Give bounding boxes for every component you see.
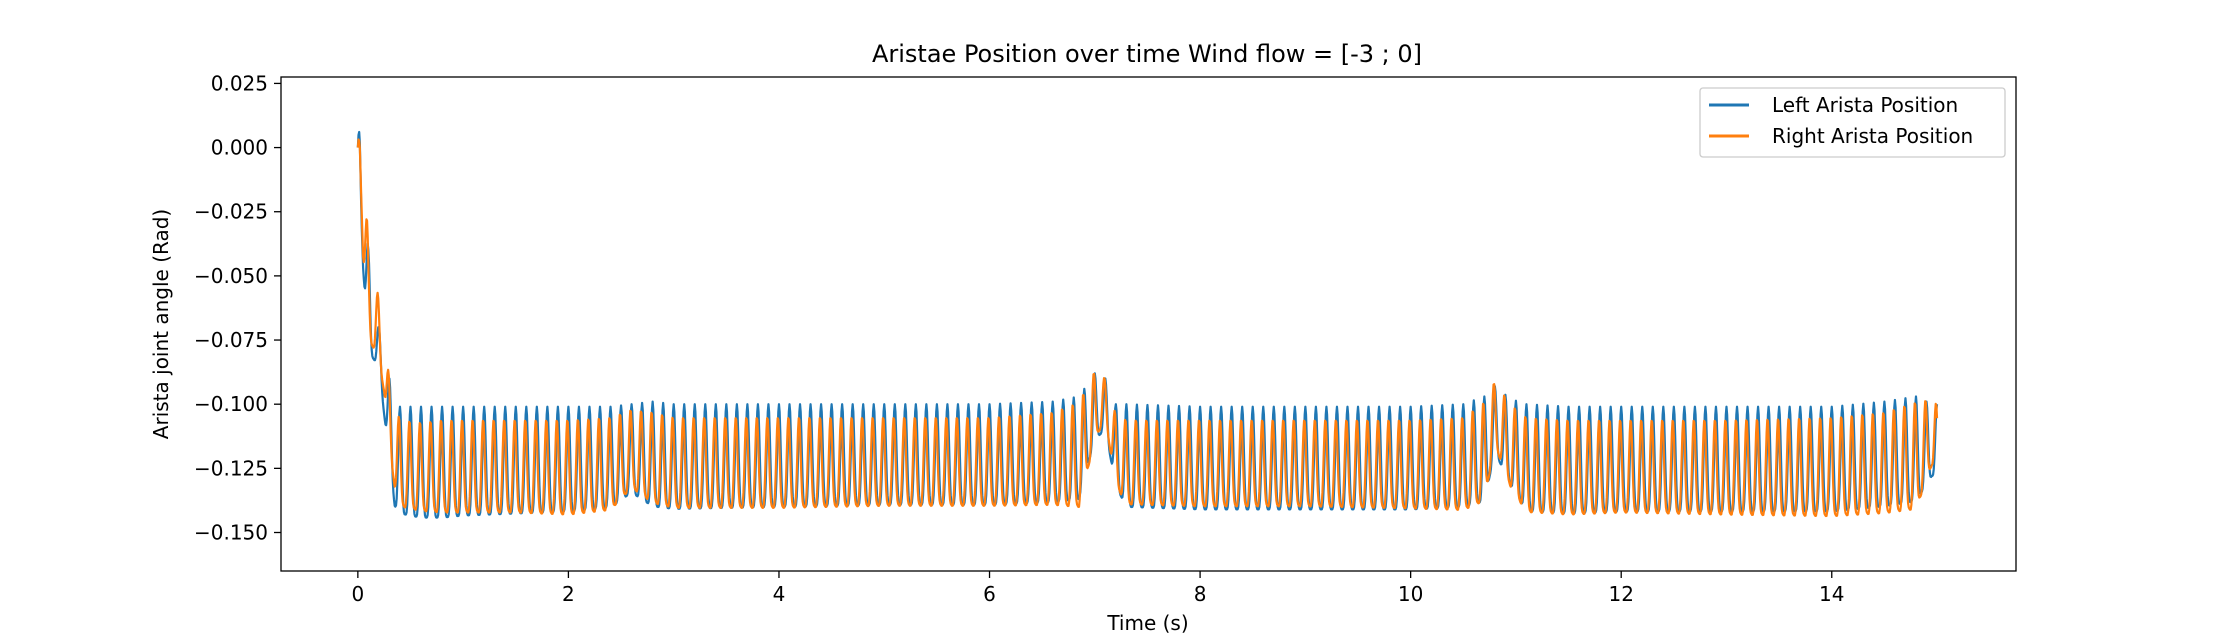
y-tick-label: −0.075 <box>194 328 268 352</box>
x-tick-label: 14 <box>1819 582 1844 606</box>
y-axis-label: Arista joint angle (Rad) <box>149 209 173 439</box>
y-tick-label: 0.025 <box>211 71 268 95</box>
plot-frame <box>280 76 2017 572</box>
x-tick-label: 4 <box>773 582 786 606</box>
x-tick-label: 12 <box>1608 582 1633 606</box>
series-line-right-arista <box>356 138 1939 518</box>
y-tick-label: −0.125 <box>194 456 268 480</box>
legend-box <box>1699 87 2006 158</box>
y-tick-label: −0.050 <box>194 264 268 288</box>
chart-title: Aristae Position over time Wind flow = [… <box>872 40 1422 68</box>
x-tick-label: 0 <box>351 582 364 606</box>
legend-label-left: Left Arista Position <box>1772 93 1958 117</box>
x-axis-label: Time (s) <box>1106 611 1188 635</box>
plot-lines <box>356 130 1939 519</box>
legend-label-right: Right Arista Position <box>1772 124 1973 148</box>
x-tick-label: 8 <box>1194 582 1207 606</box>
x-tick-label: 2 <box>562 582 575 606</box>
y-tick-label: 0.000 <box>211 136 268 160</box>
y-axis: 0.025 0.000 −0.025 −0.050 −0.075 −0.100 −0.125… <box>194 71 281 545</box>
series-line-left-arista <box>356 130 1939 519</box>
y-tick-label: −0.150 <box>194 521 268 545</box>
y-tick-label: −0.100 <box>194 392 268 416</box>
legend: Left Arista Position Right Arista Positi… <box>1699 87 2006 158</box>
x-axis: 0 2 4 6 8 10 12 14 <box>351 571 1844 606</box>
x-tick-label: 6 <box>983 582 996 606</box>
x-tick-label: 10 <box>1398 582 1423 606</box>
y-tick-label: −0.025 <box>194 200 268 224</box>
